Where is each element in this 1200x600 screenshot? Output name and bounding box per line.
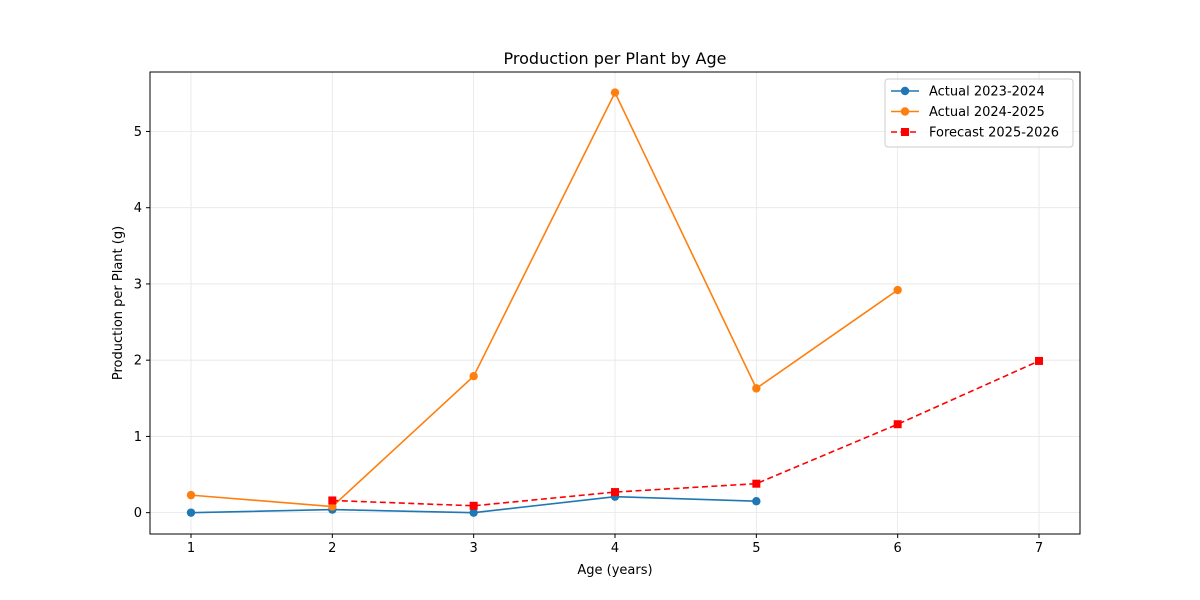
data-point bbox=[469, 371, 478, 381]
data-point bbox=[752, 384, 761, 393]
data-point bbox=[610, 88, 620, 97]
x-axis-label: Age (years) bbox=[577, 563, 652, 578]
data-point bbox=[1035, 356, 1044, 365]
x-tick-label: 5 bbox=[752, 541, 760, 556]
legend-label: Forecast 2025-2026 bbox=[929, 126, 1059, 141]
y-tick-label: 0 bbox=[134, 506, 142, 521]
data-point bbox=[186, 490, 196, 500]
legend-marker bbox=[900, 86, 910, 96]
legend-label: Actual 2024-2025 bbox=[929, 105, 1045, 120]
legend-item: Actual 2023-2024 bbox=[891, 85, 1045, 100]
series-3 bbox=[328, 356, 1044, 510]
x-tick-label: 3 bbox=[470, 541, 478, 556]
legend-item: Actual 2024-2025 bbox=[891, 105, 1045, 120]
data-point bbox=[893, 285, 902, 295]
x-tick-label: 1 bbox=[187, 541, 195, 556]
y-tick-label: 3 bbox=[134, 277, 142, 292]
y-tick-label: 1 bbox=[134, 430, 142, 445]
y-tick-label: 4 bbox=[134, 201, 142, 216]
x-tick-label: 4 bbox=[611, 541, 619, 556]
data-point bbox=[469, 508, 478, 517]
legend-box bbox=[884, 78, 1074, 148]
data-point bbox=[469, 501, 478, 510]
grid bbox=[150, 72, 1080, 534]
legend-marker bbox=[901, 128, 909, 136]
series-line bbox=[190, 91, 899, 508]
y-axis-label: Production per Plant (g) bbox=[111, 226, 126, 380]
y-tick-label: 5 bbox=[134, 125, 142, 140]
data-point bbox=[893, 420, 902, 429]
data-point bbox=[752, 497, 761, 506]
x-tick-label: 2 bbox=[328, 541, 336, 556]
y-tick-label: 2 bbox=[134, 354, 142, 369]
series-layer bbox=[186, 88, 1044, 517]
axis-ticks: 1 2 3 4 5 6 7 0 1 2 3 4 5 bbox=[134, 125, 1043, 556]
series-line bbox=[332, 360, 1040, 507]
data-point bbox=[752, 479, 761, 488]
x-tick-label: 7 bbox=[1035, 541, 1043, 556]
legend-item: Forecast 2025-2026 bbox=[891, 126, 1059, 141]
legend-label: Actual 2023-2024 bbox=[929, 85, 1045, 100]
data-point bbox=[328, 496, 337, 505]
data-point bbox=[611, 488, 619, 497]
chart-title: Production per Plant by Age bbox=[504, 49, 727, 68]
legend: Actual 2023-2024 Actual 2024-2025 Forecast… bbox=[884, 78, 1074, 148]
x-tick-label: 6 bbox=[894, 541, 902, 556]
data-point bbox=[186, 508, 196, 517]
legend-marker bbox=[900, 107, 910, 116]
